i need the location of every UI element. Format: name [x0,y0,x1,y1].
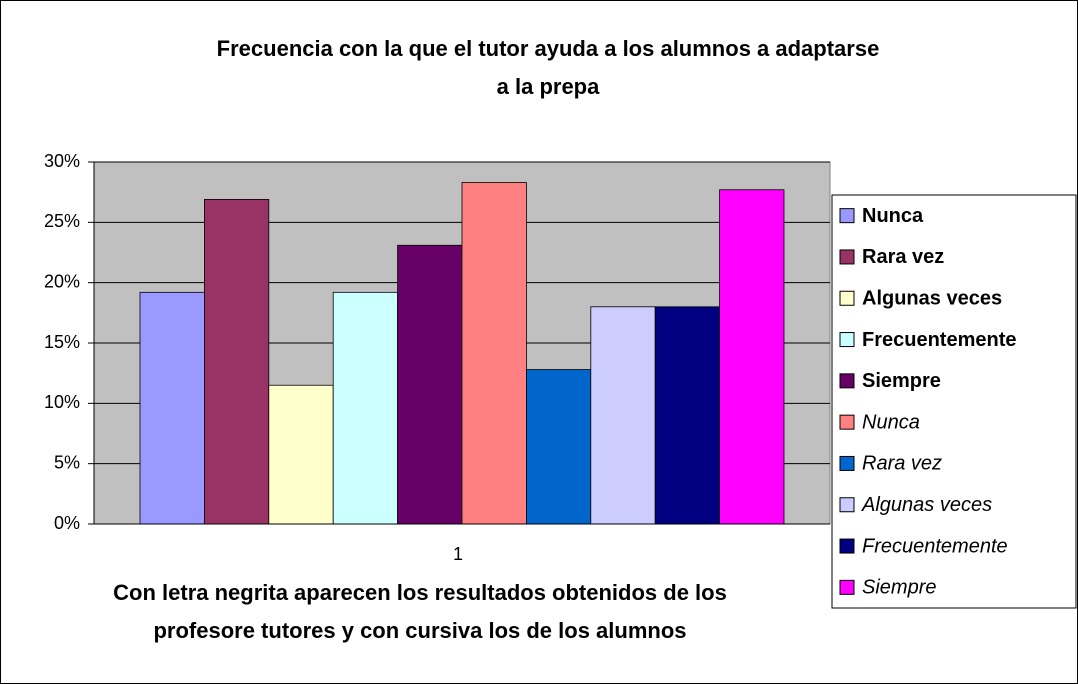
bar [268,384,334,525]
chart-title: Frecuencia con la que el tutor ayuda a l… [217,36,880,61]
legend-label: Frecuentemente [862,535,1008,557]
legend-swatch [839,249,855,265]
legend-label: Nunca [862,205,924,227]
legend-swatch [839,455,855,471]
footnote: Con letra negrita aparecen los resultado… [113,580,727,605]
bar [332,291,399,525]
bar [203,199,270,525]
legend-label: Frecuentemente [862,329,1017,351]
legend-swatch [839,208,855,224]
legend-label: Algunas veces [862,288,1002,310]
bar [590,306,656,525]
legend-swatch [839,290,855,306]
y-tick-label: 0% [54,513,80,533]
legend-swatch [839,579,855,595]
y-tick-label: 5% [54,452,80,472]
legend-swatch [839,538,855,554]
bar [139,291,205,525]
y-tick-label: 20% [44,271,80,291]
legend-swatch [839,414,855,430]
legend-swatch [839,332,855,348]
bar [526,369,592,525]
bar [397,244,463,525]
legend-swatch [839,373,855,389]
legend-label: Siempre [862,370,941,392]
legend-label: Algunas veces [861,494,992,516]
legend-label: Nunca [862,411,920,433]
bar [719,189,785,525]
footnote: profesore tutores y con cursiva los de l… [153,618,686,643]
y-tick-label: 15% [44,332,80,352]
legend-swatch [839,497,855,513]
legend-label: Rara vez [862,246,944,268]
y-tick-label: 25% [44,211,80,231]
chart-title: a la prepa [497,74,600,99]
y-tick-label: 10% [44,392,80,412]
bar [654,306,721,525]
legend-label: Rara vez [862,453,942,475]
legend-label: Siempre [862,577,936,599]
bar [461,182,527,525]
x-tick-label: 1 [453,544,463,564]
legend-box [831,194,1077,609]
y-tick-label: 30% [44,151,80,171]
